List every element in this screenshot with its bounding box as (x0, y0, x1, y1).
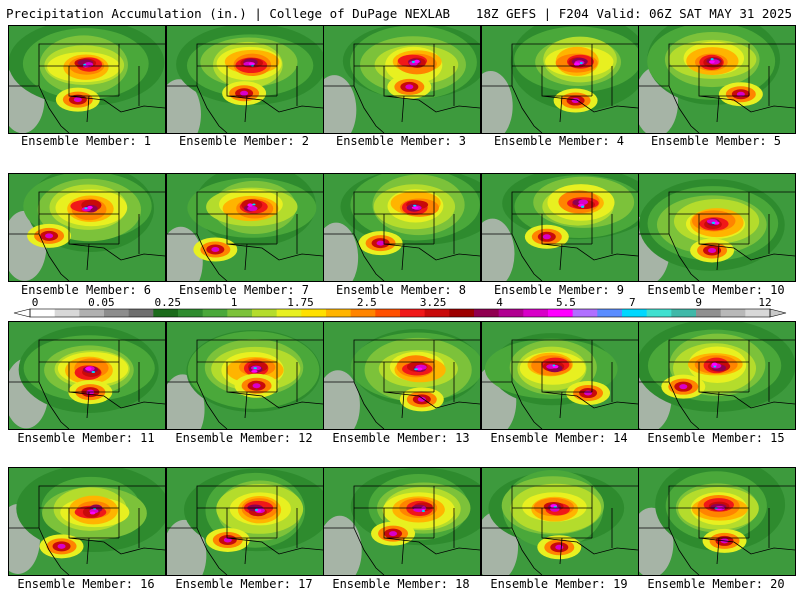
valid-time-label: 18Z GEFS | F204 Valid: 06Z SAT MAY 31 20… (475, 6, 792, 21)
ensemble-member-label: Ensemble Member: 7 (178, 283, 310, 297)
colorbar-swatch (350, 309, 376, 317)
colorbar-tick-label: 1.75 (287, 297, 314, 309)
ensemble-member-map (481, 25, 639, 134)
ensemble-member-map (481, 467, 639, 576)
colorbar-tick-label: 4 (496, 297, 503, 309)
colorbar-tick-label: 7 (629, 297, 636, 309)
colorbar-swatch (326, 309, 352, 317)
colorbar-swatch (128, 309, 154, 317)
colorbar-swatch (646, 309, 672, 317)
ensemble-member-map (323, 25, 481, 134)
colorbar-tick-label: 2.5 (357, 297, 377, 309)
ensemble-member-map (166, 173, 324, 282)
colorbar-swatch (745, 309, 771, 317)
ensemble-member-map (8, 173, 166, 282)
ensemble-member-label: Ensemble Member: 12 (175, 431, 313, 445)
ensemble-member-label: Ensemble Member: 13 (332, 431, 470, 445)
ensemble-member-label: Ensemble Member: 9 (493, 283, 625, 297)
ensemble-member-map (638, 25, 796, 134)
colorbar-swatch (301, 309, 327, 317)
ensemble-member-label: Ensemble Member: 2 (178, 134, 310, 148)
colorbar-swatch (424, 309, 450, 317)
ensemble-member-label: Ensemble Member: 18 (332, 577, 470, 591)
ensemble-member-map (481, 173, 639, 282)
chart-title: Precipitation Accumulation (in.) | Colle… (6, 6, 451, 21)
colorbar-swatch (178, 309, 204, 317)
colorbar-swatch (202, 309, 228, 317)
colorbar-swatch (276, 309, 302, 317)
colorbar-swatch (622, 309, 648, 317)
colorbar-tick-label: 3.25 (420, 297, 447, 309)
colorbar-swatch (400, 309, 426, 317)
colorbar-tick-label: 1 (231, 297, 238, 309)
ensemble-member-map (638, 173, 796, 282)
colorbar-left-arrow (13, 308, 31, 318)
colorbar-swatch (696, 309, 722, 317)
ensemble-member-label: Ensemble Member: 4 (493, 134, 625, 148)
colorbar-swatch (153, 309, 179, 317)
colorbar-swatch (449, 309, 475, 317)
colorbar-swatch (30, 309, 56, 317)
ensemble-member-label: Ensemble Member: 14 (490, 431, 628, 445)
colorbar-tick-label: 0.25 (154, 297, 181, 309)
ensemble-member-map (323, 321, 481, 430)
ensemble-member-label: Ensemble Member: 16 (17, 577, 155, 591)
colorbar-swatch (572, 309, 598, 317)
colorbar-swatch (671, 309, 697, 317)
colorbar-swatch (54, 309, 80, 317)
ensemble-member-label: Ensemble Member: 19 (490, 577, 628, 591)
precip-colorbar: 0 0.05 0.25 1 1.75 2.5 3.25 4 5.5 7 9 12 (13, 297, 787, 318)
colorbar-swatch (498, 309, 524, 317)
ensemble-member-map (8, 25, 166, 134)
colorbar-swatch (523, 309, 549, 317)
ensemble-member-label: Ensemble Member: 8 (335, 283, 467, 297)
ensemble-member-map (8, 467, 166, 576)
ensemble-member-label: Ensemble Member: 5 (650, 134, 782, 148)
colorbar-tick-label: 12 (758, 297, 771, 309)
ensemble-member-label: Ensemble Member: 10 (647, 283, 785, 297)
colorbar-swatch (375, 309, 401, 317)
colorbar-swatch (597, 309, 623, 317)
ensemble-member-map (323, 173, 481, 282)
ensemble-member-map (481, 321, 639, 430)
colorbar-swatch (474, 309, 500, 317)
colorbar-tick-label: 9 (695, 297, 702, 309)
colorbar-tick-label: 0 (32, 297, 39, 309)
ensemble-member-map (638, 467, 796, 576)
colorbar-tick-label: 5.5 (556, 297, 576, 309)
colorbar-swatch (720, 309, 746, 317)
colorbar-swatch (104, 309, 130, 317)
colorbar-swatch (548, 309, 574, 317)
colorbar-swatch (252, 309, 278, 317)
colorbar-swatch (79, 309, 105, 317)
ensemble-member-label: Ensemble Member: 1 (20, 134, 152, 148)
colorbar-tick-label: 0.05 (88, 297, 115, 309)
ensemble-member-label: Ensemble Member: 20 (647, 577, 785, 591)
colorbar-right-arrow (769, 308, 787, 318)
ensemble-member-label: Ensemble Member: 15 (647, 431, 785, 445)
ensemble-member-label: Ensemble Member: 11 (17, 431, 155, 445)
colorbar-swatch (227, 309, 253, 317)
ensemble-member-label: Ensemble Member: 17 (175, 577, 313, 591)
ensemble-member-label: Ensemble Member: 6 (20, 283, 152, 297)
ensemble-member-map (8, 321, 166, 430)
ensemble-member-label: Ensemble Member: 3 (335, 134, 467, 148)
ensemble-member-map (166, 321, 324, 430)
ensemble-member-map (638, 321, 796, 430)
ensemble-member-map (166, 25, 324, 134)
ensemble-member-map (323, 467, 481, 576)
ensemble-member-map (166, 467, 324, 576)
